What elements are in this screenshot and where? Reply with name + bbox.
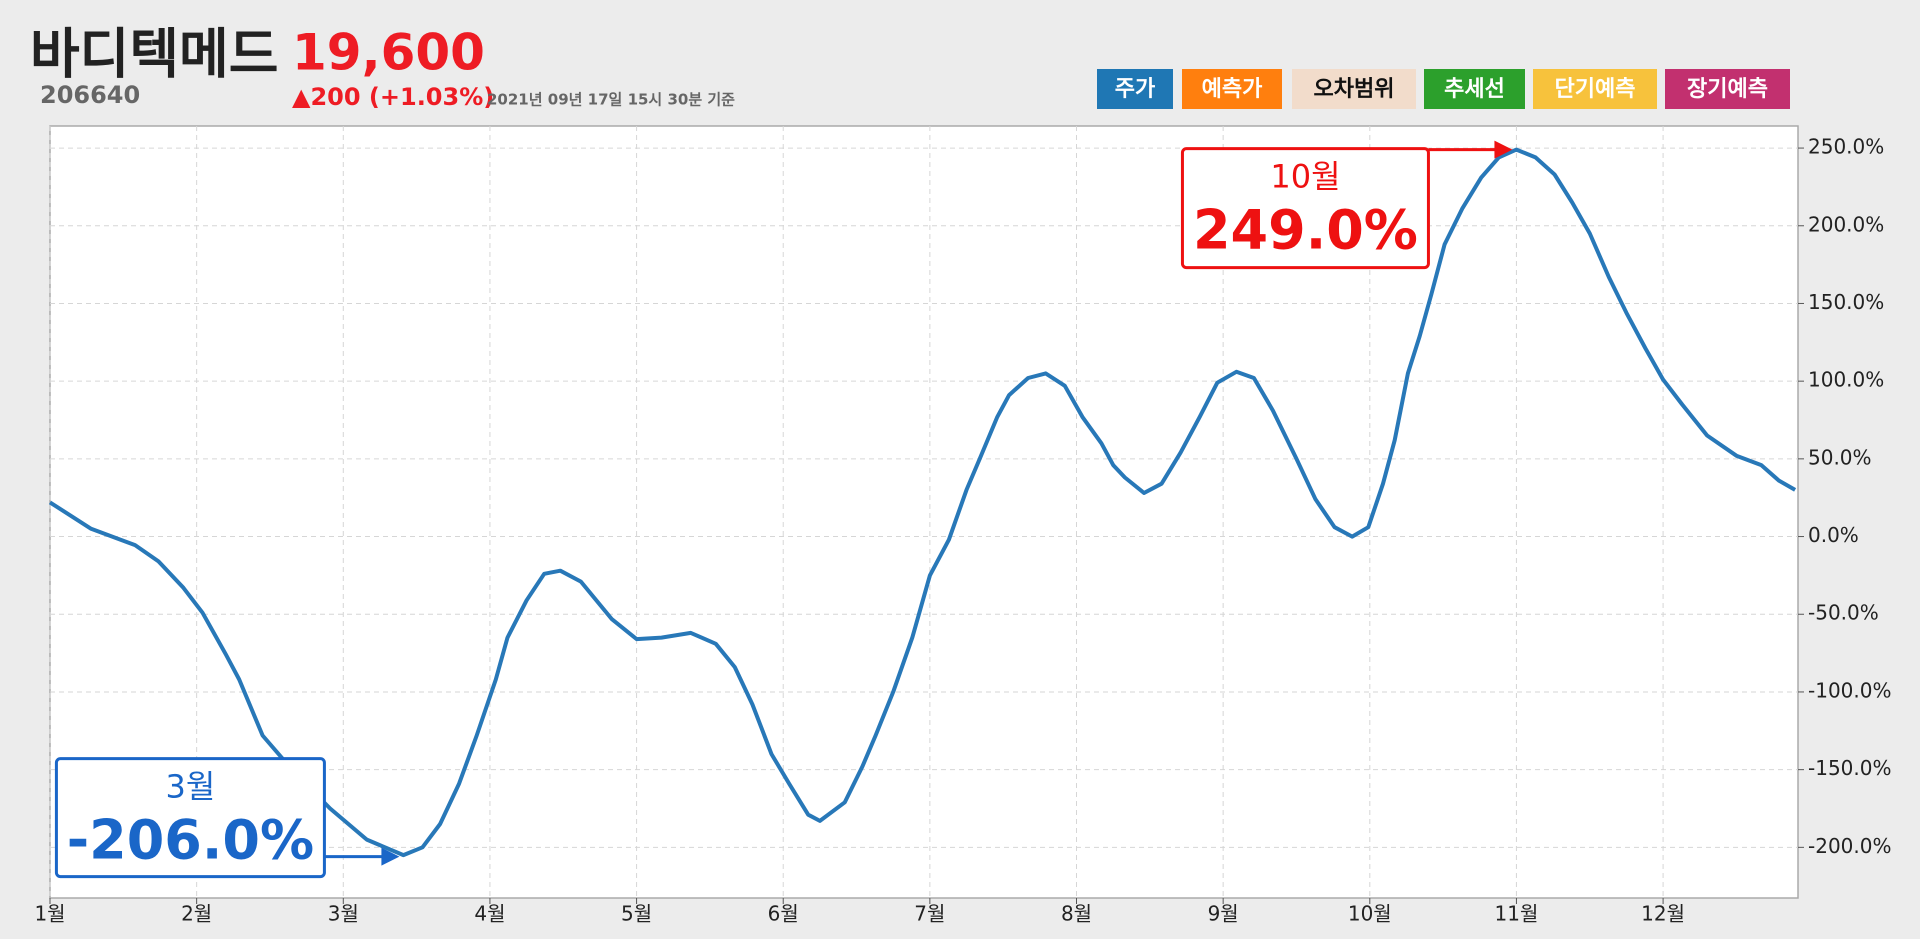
x-tick-label: 2월 xyxy=(181,902,212,926)
x-tick-label: 3월 xyxy=(328,902,359,926)
stock-code: 206640 xyxy=(40,81,140,109)
legend-label: 장기예측 xyxy=(1687,77,1768,102)
legend-label: 예측가 xyxy=(1202,77,1263,102)
price: 19,600 xyxy=(292,24,485,82)
y-tick-label: 50.0% xyxy=(1808,445,1872,469)
annotation-box xyxy=(54,757,326,879)
y-tick-label: -200.0% xyxy=(1808,834,1891,858)
legend-label: 오차범위 xyxy=(1314,77,1395,102)
legend-button xyxy=(1533,69,1657,109)
legend-button xyxy=(1424,69,1525,109)
y-tick-label: 100.0% xyxy=(1808,368,1884,392)
x-tick-label: 9월 xyxy=(1208,902,1239,926)
annotation-value: 249.0% xyxy=(1193,198,1418,261)
price-change: ▲200 (+1.03%) xyxy=(292,83,494,111)
y-tick-label: 150.0% xyxy=(1808,290,1884,314)
legend-label: 단기예측 xyxy=(1555,77,1636,102)
x-tick-label: 1월 xyxy=(34,902,65,926)
timestamp: 2021년 09년 17일 15시 30분 기준 xyxy=(487,91,735,109)
legend-label: 추세선 xyxy=(1444,77,1505,102)
x-tick-label: 10월 xyxy=(1348,902,1392,926)
legend-button xyxy=(1292,69,1416,109)
annotation-label: 10월 xyxy=(1270,158,1340,196)
y-tick-label: -150.0% xyxy=(1808,756,1891,780)
legend-button xyxy=(1097,69,1173,109)
y-tick-label: 250.0% xyxy=(1808,135,1884,159)
y-tick-label: 200.0% xyxy=(1808,212,1884,236)
y-tick-label: -50.0% xyxy=(1808,601,1879,625)
x-tick-label: 4월 xyxy=(474,902,505,926)
y-tick-label: -100.0% xyxy=(1808,678,1891,702)
legend-label: 주가 xyxy=(1115,77,1155,102)
y-tick-label: 0.0% xyxy=(1808,523,1859,547)
annotation-box xyxy=(1180,147,1430,270)
annotation-label: 3월 xyxy=(166,768,216,806)
x-tick-label: 6월 xyxy=(768,902,799,926)
annotation-arrowhead xyxy=(1494,140,1513,159)
legend-button xyxy=(1665,69,1790,109)
x-tick-label: 5월 xyxy=(621,902,652,926)
x-tick-label: 7월 xyxy=(914,902,945,926)
x-tick-label: 11월 xyxy=(1495,902,1539,926)
annotation-arrowhead xyxy=(381,847,400,866)
annotation-value: -206.0% xyxy=(67,808,314,871)
x-tick-label: 12월 xyxy=(1641,902,1685,926)
chart-title: 바디텍메드 xyxy=(30,23,278,86)
x-tick-label: 8월 xyxy=(1061,902,1092,926)
legend-button xyxy=(1182,69,1282,109)
line xyxy=(48,147,1797,858)
